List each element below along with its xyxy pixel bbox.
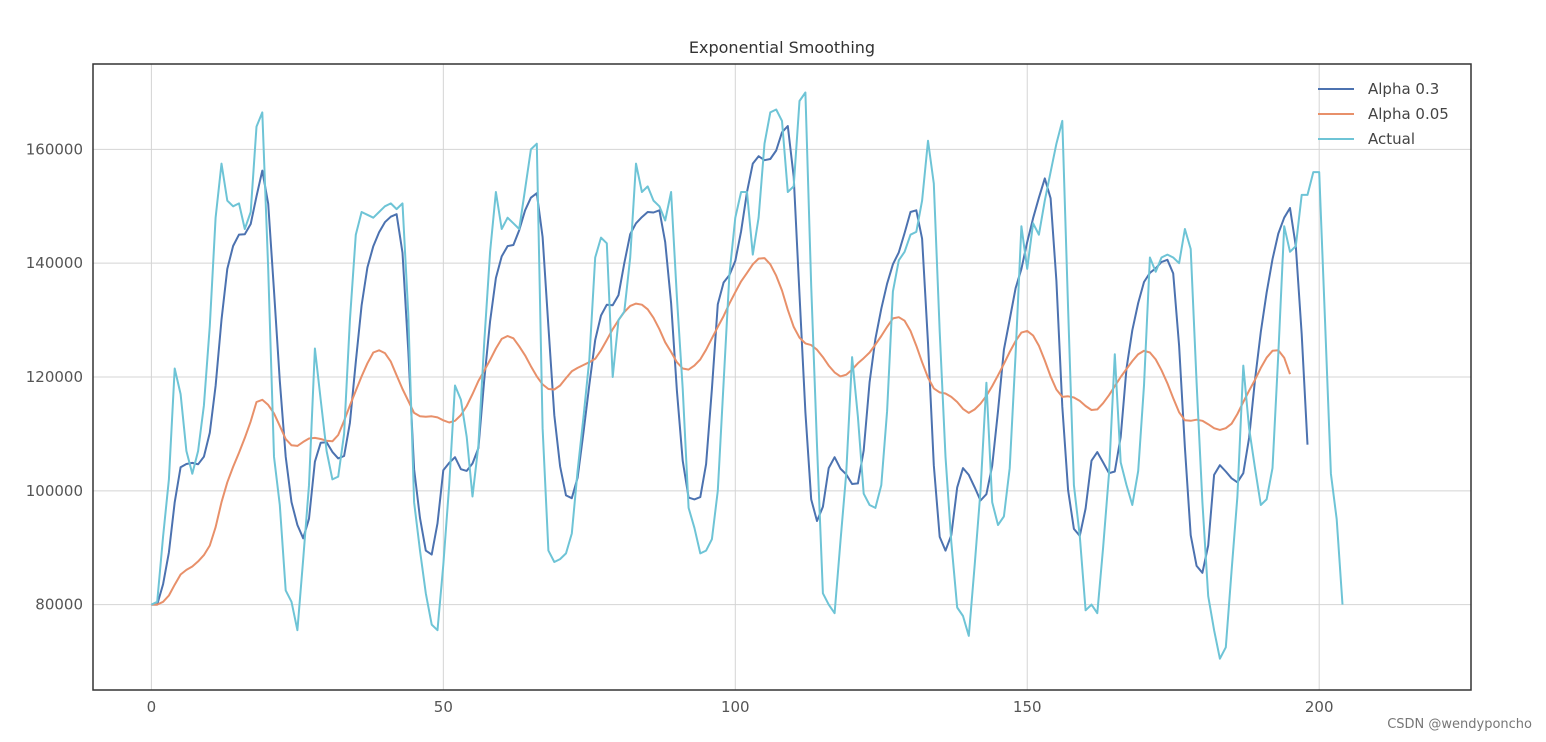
x-tick-label: 50 (434, 698, 453, 716)
legend-label-actual: Actual (1368, 130, 1415, 148)
grid (93, 64, 1471, 690)
x-tick-label: 150 (1013, 698, 1042, 716)
x-tick-label: 100 (721, 698, 750, 716)
x-tick-label: 200 (1305, 698, 1334, 716)
y-tick-label: 140000 (26, 254, 83, 272)
series-line-actual (150, 91, 1344, 660)
x-axis-ticks: 0 50 100 150 200 (147, 698, 1334, 716)
y-tick-label: 120000 (26, 368, 83, 386)
legend-label-alpha-0-05: Alpha 0.05 (1368, 105, 1449, 123)
series-line-alpha-0-3 (151, 125, 1309, 606)
y-tick-label: 100000 (26, 482, 83, 500)
legend: Alpha 0.3 Alpha 0.05 Actual (1318, 80, 1449, 148)
watermark: CSDN @wendyponcho (1387, 717, 1532, 732)
y-tick-label: 160000 (26, 140, 83, 158)
chart-title: Exponential Smoothing (689, 38, 875, 57)
series-line-alpha-0-05 (151, 257, 1291, 606)
y-axis-ticks: 80000 100000 120000 140000 160000 (26, 140, 83, 613)
series-lines (150, 91, 1344, 660)
x-tick-label: 0 (147, 698, 157, 716)
plot-frame (92, 63, 1472, 691)
legend-label-alpha-0-3: Alpha 0.3 (1368, 80, 1439, 98)
y-tick-label: 80000 (35, 596, 83, 614)
